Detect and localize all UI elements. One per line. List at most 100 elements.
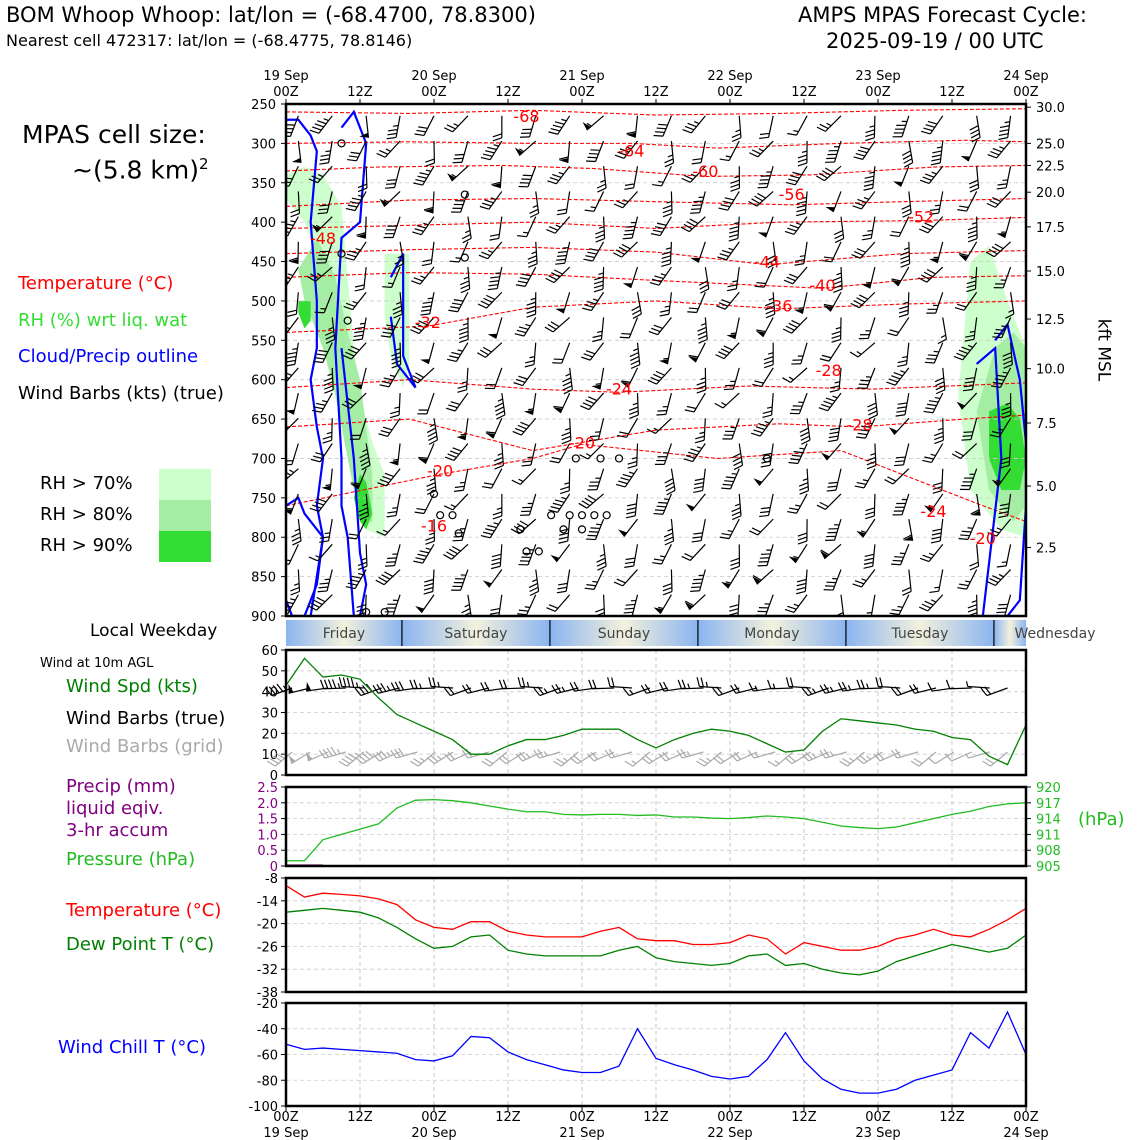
wind-barb	[784, 216, 808, 235]
wind-barb	[763, 342, 774, 369]
wind-barb	[515, 266, 537, 287]
x-tick-label-bottom-hour: 00Z	[569, 1110, 595, 1125]
y-tick-label-kft: 2.5	[1036, 541, 1057, 556]
wind-barb-10m-grid	[801, 751, 829, 762]
wind-barb	[375, 569, 401, 586]
y-tick-label-hpa: 300	[251, 137, 276, 152]
calm-wind-marker	[337, 249, 346, 258]
wind-barb	[685, 493, 706, 512]
wind-barb	[386, 115, 401, 140]
wind-barb	[929, 569, 944, 594]
wind-barb	[798, 468, 810, 495]
rh-region-90	[989, 403, 1026, 490]
wind-barb	[918, 266, 944, 283]
wind-barb-10m-true	[909, 684, 937, 694]
wind-barb	[544, 317, 571, 333]
wind-barb	[755, 317, 774, 338]
wind-barb	[514, 140, 537, 157]
wind-barb	[383, 216, 401, 239]
wind-barb	[825, 191, 842, 213]
temperature-contour-label: -16	[421, 516, 447, 535]
wind-barb	[287, 292, 299, 317]
legend-rh70-label: RH > 70%	[40, 473, 133, 494]
temperature-contour-label: -28	[846, 416, 872, 435]
weekday-segment	[697, 620, 846, 646]
y-tick-label-hpa: 800	[251, 531, 276, 546]
x-tick-label-bottom-date: 24 Sep	[1003, 1126, 1048, 1140]
legend-rh80-label: RH > 80%	[40, 504, 133, 525]
wind-speed-line	[285, 657, 1027, 766]
wind-barb	[447, 342, 469, 363]
x-tick-label-bottom-hour: 00Z	[273, 1110, 299, 1125]
wind-barb	[383, 594, 401, 616]
wind-barb	[717, 241, 740, 261]
wind-barb	[653, 115, 672, 137]
wind-barb	[309, 493, 333, 512]
wind-barb	[456, 418, 469, 441]
wind-barb	[352, 367, 367, 390]
wind-barb	[987, 518, 1012, 537]
wind-barb	[715, 342, 740, 360]
temp-panel-frame	[284, 876, 1028, 994]
wind-barb	[822, 241, 842, 263]
wind-barb	[555, 241, 571, 265]
wind-barb	[341, 392, 367, 409]
wind-barb	[832, 267, 843, 294]
wind-barb	[625, 493, 639, 519]
wind-barb	[454, 468, 469, 493]
calm-wind-marker	[534, 547, 543, 556]
wind-barb	[851, 241, 876, 259]
wind-barb	[529, 191, 540, 218]
legend-rh70-swatch	[159, 469, 211, 500]
wind-barb	[825, 518, 842, 541]
wind-barb	[714, 392, 740, 409]
weekday-label: Sunday	[598, 626, 650, 642]
wind-barb	[613, 191, 638, 209]
wind-barb	[619, 317, 639, 339]
wind-barb	[549, 443, 571, 464]
wind-barb	[664, 140, 675, 168]
wind-barb	[957, 569, 978, 590]
wind-barb	[286, 493, 299, 515]
calm-wind-marker	[429, 489, 439, 499]
wind-barb-10m-true	[461, 684, 490, 694]
wind-barb	[614, 140, 638, 159]
wind-barb	[622, 266, 639, 289]
wind-barb	[591, 367, 605, 390]
x-tick-label-top-date: 22 Sep	[707, 69, 752, 84]
wind-barb	[443, 493, 469, 511]
wind-barb	[933, 418, 944, 445]
wind-barb	[918, 216, 944, 234]
precip-label-liquid: liquid eqiv.	[66, 798, 164, 819]
wind-barb	[753, 468, 774, 486]
wind-barb	[782, 367, 808, 383]
wind-barb	[1002, 342, 1013, 369]
wind-barb	[687, 292, 706, 314]
y-tick-label: -14	[257, 895, 278, 910]
wind-barb	[856, 518, 876, 538]
windchill-panel: -20 -40 -60 -80 -100	[248, 997, 1028, 1115]
temperature-contour	[286, 216, 1026, 230]
wind-barb	[764, 292, 776, 319]
calm-wind-marker	[448, 511, 457, 520]
wind-barb	[618, 518, 638, 537]
temperature-contour-label: -68	[513, 107, 539, 126]
wind-barb	[413, 544, 435, 564]
x-tick-label-top-hour: 00Z	[1013, 85, 1039, 100]
wind-barb	[319, 519, 333, 543]
precip-label: Precip (mm)	[66, 776, 176, 797]
wind-barb	[629, 342, 641, 370]
y-tick-label: 2.0	[257, 797, 278, 812]
wind-barb	[317, 191, 333, 215]
wind-barb	[317, 569, 333, 593]
wind-barb	[985, 241, 1011, 258]
wind-barb	[558, 140, 571, 163]
wind-barb	[998, 115, 1012, 141]
wind-barb	[478, 241, 503, 260]
wind-barb	[622, 594, 639, 616]
y-tick-label: -32	[257, 963, 278, 978]
pressure-tick-label: 920	[1036, 781, 1061, 796]
x-tick-label-bottom-date: 22 Sep	[707, 1126, 752, 1140]
wind-barb	[749, 140, 774, 158]
legend-rh80-swatch	[159, 500, 211, 531]
